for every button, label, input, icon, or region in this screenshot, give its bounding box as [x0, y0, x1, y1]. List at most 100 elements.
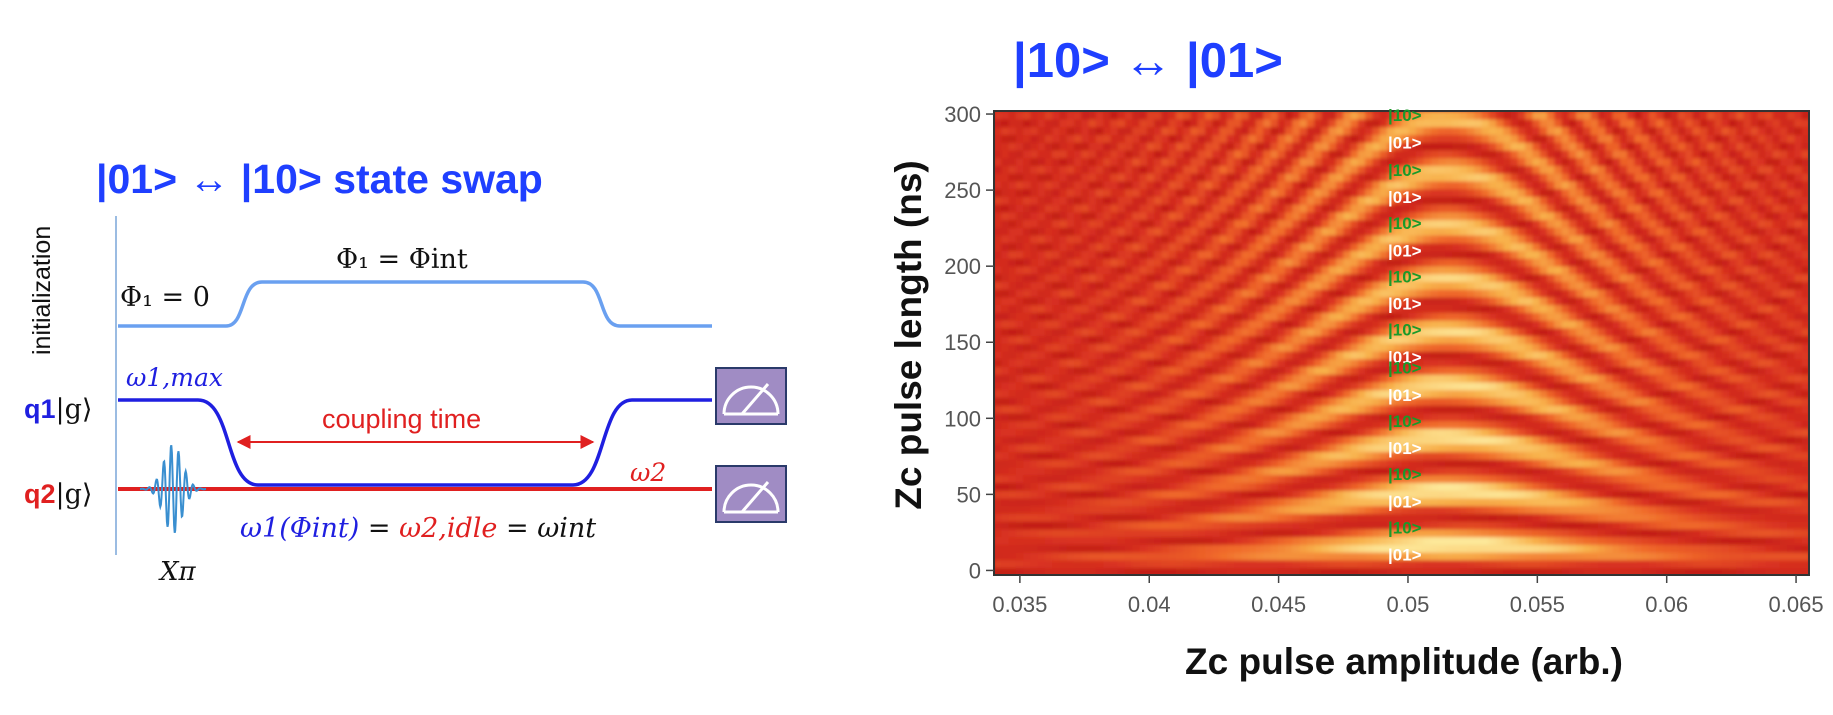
heatmap-cell [1437, 412, 1446, 422]
heatmap-cell [1794, 451, 1803, 460]
heatmap-cell [1059, 250, 1068, 259]
heatmap-cell [1474, 428, 1483, 437]
heatmap-cell [1299, 319, 1308, 329]
heatmap-cell [1379, 505, 1388, 514]
heatmap-cell [1430, 250, 1439, 259]
heatmap-cell [1263, 428, 1272, 437]
heatmap-cell [994, 482, 1003, 491]
heatmap-cell [1452, 389, 1461, 398]
heatmap-cell [1547, 482, 1556, 491]
heatmap-cell [1656, 335, 1665, 344]
heatmap-cell [1008, 459, 1017, 468]
heatmap-cell [1597, 497, 1607, 507]
heatmap-cell [1336, 451, 1345, 460]
heatmap-cell [1474, 567, 1483, 575]
heatmap-cell [1597, 404, 1607, 414]
heatmap-cell [1226, 304, 1235, 313]
heatmap-cell [1430, 459, 1439, 468]
heatmap-cell [1801, 474, 1809, 483]
heatmap-cell [1663, 482, 1672, 491]
heatmap-cell [1081, 242, 1090, 251]
heatmap-cell [1547, 304, 1556, 313]
heatmap-cell [1234, 536, 1243, 545]
heatmap-cell [1350, 474, 1359, 483]
heatmap-cell [1801, 250, 1809, 259]
heatmap-cell [1081, 373, 1090, 383]
flux-start-label: Φ₁ = 0 [120, 282, 210, 313]
heatmap-cell [1525, 466, 1534, 476]
heatmap-cell [1772, 459, 1781, 468]
heatmap-cell [1161, 536, 1170, 545]
heatmap-cell [1430, 435, 1439, 445]
heatmap-cell [1408, 250, 1417, 259]
heatmap-cell [1765, 296, 1774, 306]
heatmap-cell [1241, 489, 1250, 499]
heatmap-cell [1452, 420, 1461, 429]
heatmap-cell [1248, 250, 1257, 259]
heatmap-cell [1437, 250, 1446, 259]
heatmap-cell [1321, 242, 1330, 251]
heatmap-cell [1190, 366, 1199, 375]
heatmap-cell [1066, 389, 1075, 398]
heatmap-cell [1306, 505, 1315, 514]
heatmap-cell [1001, 319, 1010, 329]
heatmap-cell [1081, 234, 1090, 244]
heatmap-cell [1416, 281, 1425, 290]
heatmap-cell [1190, 281, 1199, 290]
heatmap-cell [1241, 281, 1250, 290]
heatmap-cell [1685, 304, 1694, 313]
heatmap-cell [1496, 466, 1505, 476]
heatmap-cell [1539, 466, 1548, 476]
heatmap-cell [1285, 265, 1294, 275]
heatmap-cell [1234, 343, 1243, 352]
heatmap-cell [1488, 373, 1497, 383]
heatmap-cell [1154, 497, 1163, 507]
heatmap-cell [1612, 404, 1621, 414]
heatmap-cell [1030, 474, 1039, 483]
heatmap-cell [1052, 335, 1061, 344]
heatmap-cell [1408, 312, 1417, 321]
heatmap-cell [1488, 497, 1497, 507]
heatmap-cell [1714, 567, 1723, 575]
heatmap-cell [1452, 312, 1461, 321]
heatmap-cell [1008, 567, 1017, 575]
heatmap-cell [1183, 443, 1192, 453]
heatmap-cell [1008, 551, 1017, 561]
heatmap-cell [1154, 420, 1163, 429]
heatmap-cell [1277, 536, 1286, 545]
heatmap-cell [1372, 257, 1381, 267]
heatmap-cell [1365, 327, 1374, 337]
heatmap-cell [1408, 288, 1417, 298]
heatmap-cell [1539, 459, 1548, 468]
heatmap-cell [1758, 451, 1767, 460]
heatmap-cell [1416, 373, 1425, 383]
heatmap-cell [1124, 373, 1134, 383]
heatmap-cell [1299, 412, 1308, 422]
heatmap-cell [1634, 505, 1643, 514]
heatmap-cell [1226, 397, 1235, 406]
heatmap-cell [1357, 373, 1366, 383]
heatmap-cell [1365, 536, 1374, 545]
heatmap-cell [1139, 536, 1148, 545]
heatmap-cell [1234, 319, 1243, 329]
heatmap-cell [1750, 257, 1759, 267]
heatmap-cell [1488, 273, 1497, 282]
heatmap-cell [1357, 544, 1366, 553]
heatmap-cell [1772, 257, 1781, 267]
heatmap-cell [1059, 373, 1068, 383]
heatmap-cell [1488, 451, 1497, 460]
heatmap-cell [1044, 544, 1054, 553]
heatmap-cell [1132, 497, 1141, 507]
heatmap-cell [1241, 420, 1250, 429]
heatmap-cell [1095, 350, 1104, 360]
heatmap-cell [1743, 497, 1752, 507]
heatmap-cell [1401, 443, 1410, 453]
heatmap-cell [1263, 412, 1272, 422]
heatmap-cell [1132, 397, 1141, 406]
heatmap-cell [1336, 257, 1345, 267]
heatmap-cell [1321, 381, 1330, 391]
heatmap-cell [1554, 250, 1563, 259]
heatmap-cell [1445, 528, 1454, 538]
heatmap-cell [1663, 559, 1672, 569]
heatmap-cell [1321, 559, 1330, 569]
